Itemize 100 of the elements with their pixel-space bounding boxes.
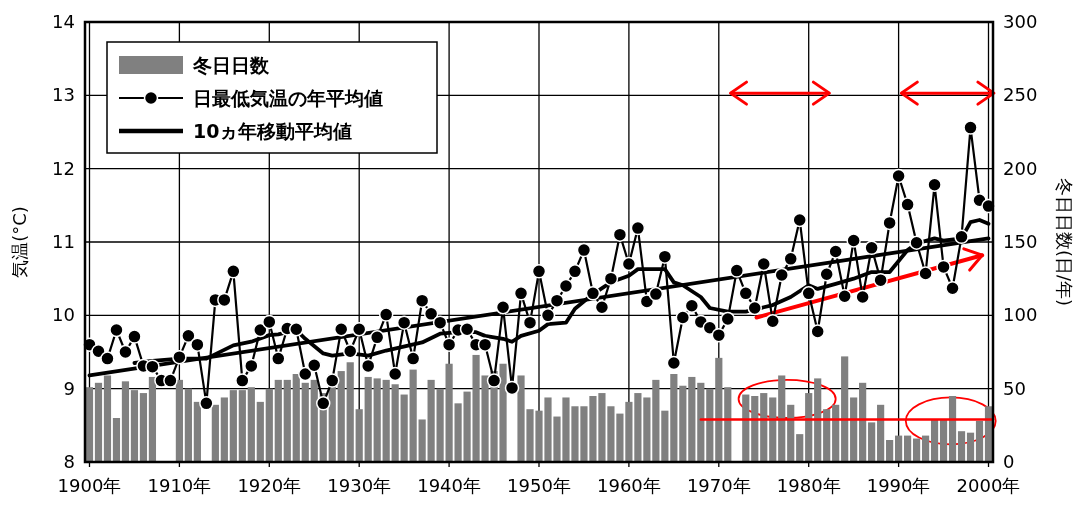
bar <box>193 401 201 462</box>
bar <box>373 378 381 462</box>
bar <box>364 376 372 462</box>
x-tick-label: 1910年 <box>147 475 212 496</box>
x-tick-label: 1950年 <box>507 475 571 496</box>
bar <box>796 434 804 462</box>
bar <box>220 397 228 462</box>
bar <box>921 435 930 462</box>
bar <box>418 419 426 462</box>
bar <box>715 357 723 462</box>
bar <box>966 432 975 462</box>
y2-tick-label: 300 <box>1003 11 1038 32</box>
bar <box>948 396 957 462</box>
bar <box>184 388 192 462</box>
bar <box>904 435 912 462</box>
y2-tick-label: 50 <box>1003 377 1026 399</box>
bar <box>939 419 948 462</box>
bar <box>229 390 237 462</box>
bar <box>355 409 363 462</box>
bar <box>247 387 255 462</box>
y-axis-title: 気温(°C) <box>9 206 30 278</box>
bar <box>337 371 345 462</box>
legend-label: 日最低気温の年平均値 <box>193 87 383 109</box>
bar <box>912 438 921 462</box>
x-tick-label: 1900年 <box>57 475 122 496</box>
bar <box>256 401 264 462</box>
bar <box>832 404 840 462</box>
bar <box>930 419 939 462</box>
bar <box>975 420 984 462</box>
bar <box>238 390 246 462</box>
bar <box>742 394 750 462</box>
legend-label: 冬日日数 <box>192 54 270 76</box>
y-tick-label: 10 <box>52 304 75 326</box>
bar <box>661 410 669 462</box>
y-tick-label: 13 <box>52 84 75 106</box>
bar <box>121 381 130 462</box>
bar <box>346 362 354 462</box>
bar <box>130 390 139 462</box>
bar <box>877 404 885 462</box>
bar <box>292 374 300 462</box>
bar <box>112 418 121 462</box>
bar <box>409 369 417 462</box>
y2-axis-title: 冬日日数(日/年) <box>1054 177 1075 307</box>
bar <box>859 382 867 462</box>
y-tick-label: 9 <box>63 377 75 399</box>
y2-tick-label: 200 <box>1003 157 1038 179</box>
bar <box>823 409 831 462</box>
bar <box>769 397 777 462</box>
y2-tick-label: 250 <box>1003 84 1038 106</box>
y-tick-label: 12 <box>52 157 75 179</box>
bar <box>886 440 894 462</box>
y2-tick-label: 100 <box>1003 304 1038 326</box>
x-tick-label: 1970年 <box>686 475 751 496</box>
bar <box>841 356 849 462</box>
bar <box>427 379 435 462</box>
bar <box>814 378 822 462</box>
bar <box>778 375 786 462</box>
bar <box>688 376 696 462</box>
bar <box>895 435 903 462</box>
bar <box>274 379 282 462</box>
bar <box>957 431 966 462</box>
bar <box>103 375 112 462</box>
bar <box>400 394 408 462</box>
bar <box>760 393 768 462</box>
bar <box>652 379 660 462</box>
bar <box>706 388 714 462</box>
x-tick-label: 1980年 <box>776 475 841 496</box>
bar <box>634 393 642 462</box>
bar <box>175 379 183 462</box>
y-tick-label: 14 <box>52 11 75 32</box>
bar <box>310 379 318 462</box>
bar <box>283 379 291 462</box>
bar <box>850 397 858 462</box>
x-tick-label: 2000年 <box>956 475 1021 496</box>
bar <box>787 404 795 462</box>
x-tick-label: 1990年 <box>866 475 931 496</box>
bar <box>868 422 876 462</box>
x-tick-label: 1960年 <box>596 475 661 496</box>
bar <box>436 388 444 462</box>
bar <box>391 384 399 462</box>
bar <box>85 387 94 462</box>
bar <box>382 379 390 462</box>
legend-label: 10ヵ年移動平均値 <box>193 120 353 142</box>
y2-tick-label: 0 <box>1003 451 1015 472</box>
bar <box>211 404 219 462</box>
x-tick-label: 1920年 <box>237 475 302 496</box>
bar <box>751 396 759 462</box>
bar <box>139 393 148 462</box>
bar <box>697 382 705 462</box>
x-tick-label: 1930年 <box>327 475 392 496</box>
x-tick-label: 1940年 <box>417 475 482 496</box>
bar <box>724 387 732 462</box>
y-tick-label: 11 <box>52 231 75 252</box>
bar <box>94 382 103 462</box>
bar <box>643 397 651 462</box>
y2-tick-label: 150 <box>1003 231 1038 252</box>
y-tick-label: 8 <box>63 451 75 472</box>
bar <box>805 393 813 462</box>
bar <box>670 374 678 462</box>
bar <box>679 385 687 462</box>
